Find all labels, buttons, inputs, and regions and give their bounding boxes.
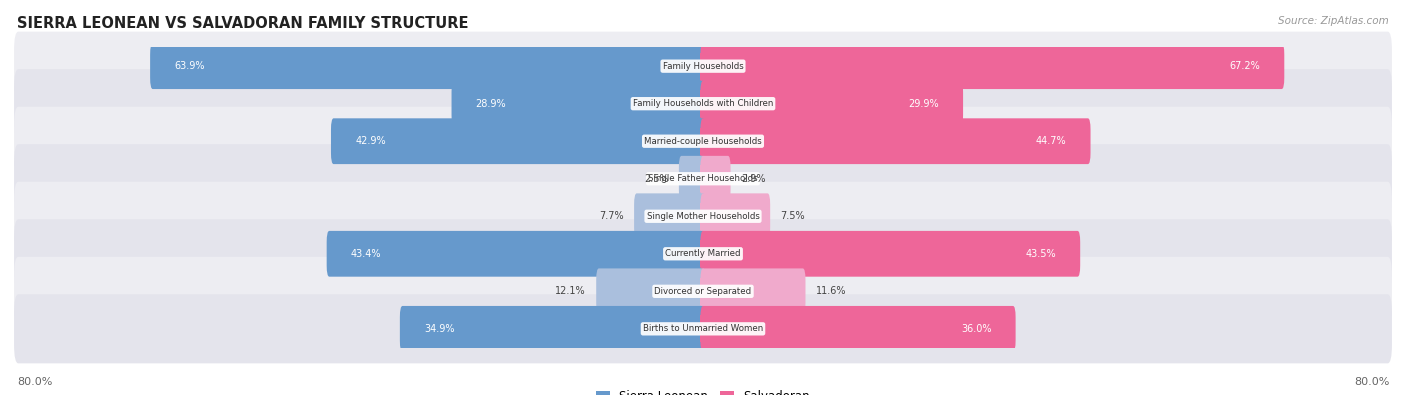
Text: 29.9%: 29.9% <box>908 99 939 109</box>
Text: 28.9%: 28.9% <box>475 99 506 109</box>
Text: 2.5%: 2.5% <box>644 174 669 184</box>
FancyBboxPatch shape <box>699 278 706 305</box>
FancyBboxPatch shape <box>699 128 706 155</box>
FancyBboxPatch shape <box>14 219 1392 288</box>
Text: Family Households: Family Households <box>662 62 744 71</box>
FancyBboxPatch shape <box>700 53 707 80</box>
FancyBboxPatch shape <box>451 81 706 126</box>
FancyBboxPatch shape <box>699 203 706 230</box>
FancyBboxPatch shape <box>14 32 1392 101</box>
FancyBboxPatch shape <box>700 90 707 117</box>
Text: 11.6%: 11.6% <box>815 286 846 296</box>
FancyBboxPatch shape <box>700 156 731 201</box>
FancyBboxPatch shape <box>700 194 770 239</box>
FancyBboxPatch shape <box>700 269 806 314</box>
Legend: Sierra Leonean, Salvadoran: Sierra Leonean, Salvadoran <box>591 385 815 395</box>
FancyBboxPatch shape <box>399 306 706 352</box>
Text: 43.5%: 43.5% <box>1025 249 1056 259</box>
FancyBboxPatch shape <box>700 165 707 192</box>
FancyBboxPatch shape <box>700 118 1091 164</box>
Text: 44.7%: 44.7% <box>1036 136 1066 146</box>
FancyBboxPatch shape <box>14 144 1392 213</box>
FancyBboxPatch shape <box>700 43 1284 89</box>
Text: Currently Married: Currently Married <box>665 249 741 258</box>
FancyBboxPatch shape <box>634 194 706 239</box>
FancyBboxPatch shape <box>330 118 706 164</box>
Text: Single Mother Households: Single Mother Households <box>647 212 759 221</box>
Text: 63.9%: 63.9% <box>174 61 205 71</box>
FancyBboxPatch shape <box>700 240 707 267</box>
FancyBboxPatch shape <box>699 165 706 192</box>
FancyBboxPatch shape <box>679 156 706 201</box>
Text: 7.5%: 7.5% <box>780 211 806 221</box>
FancyBboxPatch shape <box>700 203 707 230</box>
FancyBboxPatch shape <box>699 53 706 80</box>
Text: 2.9%: 2.9% <box>741 174 765 184</box>
Text: Source: ZipAtlas.com: Source: ZipAtlas.com <box>1278 16 1389 26</box>
Text: Divorced or Separated: Divorced or Separated <box>654 287 752 296</box>
FancyBboxPatch shape <box>14 294 1392 363</box>
Text: 43.4%: 43.4% <box>350 249 381 259</box>
Text: 42.9%: 42.9% <box>356 136 385 146</box>
Text: Single Father Households: Single Father Households <box>648 174 758 183</box>
Text: 7.7%: 7.7% <box>599 211 624 221</box>
FancyBboxPatch shape <box>596 269 706 314</box>
FancyBboxPatch shape <box>14 107 1392 176</box>
FancyBboxPatch shape <box>700 81 963 126</box>
FancyBboxPatch shape <box>14 182 1392 251</box>
Text: 80.0%: 80.0% <box>1354 377 1389 387</box>
FancyBboxPatch shape <box>700 278 707 305</box>
FancyBboxPatch shape <box>700 231 1080 276</box>
Text: SIERRA LEONEAN VS SALVADORAN FAMILY STRUCTURE: SIERRA LEONEAN VS SALVADORAN FAMILY STRU… <box>17 16 468 31</box>
FancyBboxPatch shape <box>14 69 1392 138</box>
Text: 36.0%: 36.0% <box>960 324 991 334</box>
Text: Married-couple Households: Married-couple Households <box>644 137 762 146</box>
Text: 80.0%: 80.0% <box>17 377 52 387</box>
FancyBboxPatch shape <box>699 315 706 342</box>
Text: 34.9%: 34.9% <box>425 324 454 334</box>
Text: Family Households with Children: Family Households with Children <box>633 99 773 108</box>
FancyBboxPatch shape <box>150 43 706 89</box>
FancyBboxPatch shape <box>699 240 706 267</box>
Text: 12.1%: 12.1% <box>555 286 586 296</box>
FancyBboxPatch shape <box>700 128 707 155</box>
Text: Births to Unmarried Women: Births to Unmarried Women <box>643 324 763 333</box>
Text: 67.2%: 67.2% <box>1229 61 1260 71</box>
FancyBboxPatch shape <box>326 231 706 276</box>
FancyBboxPatch shape <box>699 90 706 117</box>
FancyBboxPatch shape <box>14 257 1392 326</box>
FancyBboxPatch shape <box>700 306 1015 352</box>
FancyBboxPatch shape <box>700 315 707 342</box>
